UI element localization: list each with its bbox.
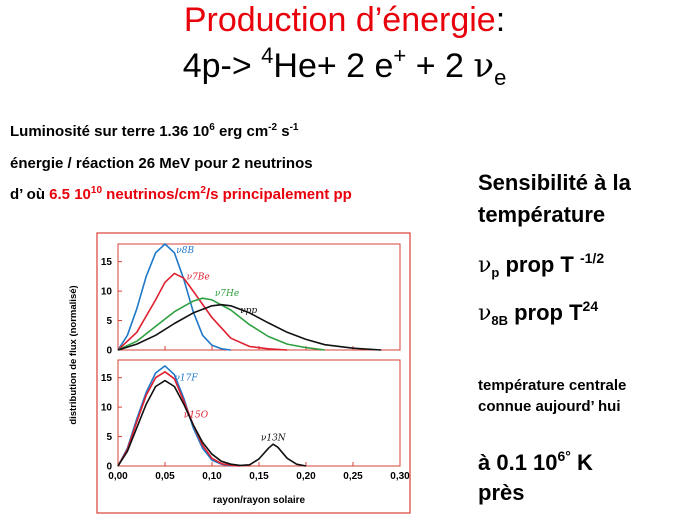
energy-line: énergie / réaction 26 MeV pour 2 neutrin…: [10, 155, 313, 172]
lum-sup-3: -1: [289, 122, 299, 133]
lum-text-c: s: [277, 123, 290, 140]
flux-unit-end: /s principalement pp: [205, 186, 352, 203]
x-axis-label: rayon/rayon solaire: [213, 495, 306, 506]
flux-sup-2: 2: [200, 185, 206, 196]
lum-sup-1: 6: [209, 122, 215, 133]
flux-line: d’ où 6.5 1010 neutrinos/cm2/s principal…: [10, 185, 352, 204]
flux-sup-1: 10: [90, 185, 103, 196]
lum-sup-2: -2: [268, 122, 278, 133]
lum-text-b: erg cm: [214, 123, 269, 140]
central-temp-line2: connue aujourd’ hui: [478, 398, 621, 415]
series-label-ν13N: ν13N: [261, 434, 287, 444]
pres-line: près: [478, 480, 525, 505]
series-label-ν8B: ν8B: [176, 246, 194, 256]
series-line-ν7Be: [117, 272, 288, 351]
nu-8b-exp: 24: [582, 298, 599, 314]
title-nu-symbol: ν: [473, 46, 495, 86]
title-he-mass: 4: [261, 43, 274, 68]
x-tick-label: 0,25: [343, 471, 363, 482]
sensitivity-line1: Sensibilité à la: [478, 170, 631, 195]
nu-p-sub: p: [491, 265, 500, 280]
series-line-ν8B: [117, 243, 231, 351]
y-tick-label: 15: [101, 373, 113, 384]
series-line-ν17F: [117, 365, 231, 467]
flux-text-a: d’ où: [10, 186, 50, 203]
sensitivity-line2: température: [478, 202, 606, 227]
temp-value-line: à 0.1 106° K: [478, 448, 593, 476]
title-reactants: 4p->: [182, 47, 262, 85]
temp-value: à 0.1 10: [478, 450, 558, 475]
x-tick-label: 0,20: [296, 471, 316, 482]
y-tick-label: 15: [101, 257, 113, 268]
series-label-ν17F: ν17F: [174, 374, 198, 384]
slide-title-line1: Production d’énergie:: [0, 0, 689, 40]
series-label-ν7He: ν7He: [215, 289, 239, 299]
y-tick-label: 5: [106, 432, 112, 443]
nu-8b-symbol: ν: [478, 301, 492, 326]
title-he-electrons: He+ 2 e: [273, 47, 394, 85]
chart-frame: [96, 232, 411, 514]
luminosity-line: Luminosité sur terre 1.36 106 erg cm-2 s…: [10, 122, 299, 141]
temp-exp: 6°: [557, 448, 571, 464]
panel-2-frame: [117, 359, 401, 467]
slide-title-line2: 4p-> 4He+ 2 e+ + 2 νe: [0, 43, 689, 90]
series-label-ν7Be: ν7Be: [187, 272, 210, 282]
nu-8b-line: ν8B prop T24: [478, 298, 599, 328]
flux-unit: neutrinos/cm: [102, 186, 201, 203]
nu-p-text: prop T: [499, 252, 580, 277]
title-plus: + 2: [406, 47, 474, 85]
title-production: Production d’énergie: [183, 1, 496, 39]
y-tick-label: 0: [106, 346, 112, 357]
x-tick-label: 0,05: [155, 471, 175, 482]
nu-p-exp: -1/2: [579, 250, 605, 266]
series-line-ν15O: [117, 371, 241, 467]
x-tick-label: 0,15: [249, 471, 269, 482]
title-positron-sign: +: [393, 43, 407, 68]
flux-value: 6.5 10: [49, 186, 91, 203]
panel-1-frame: [117, 243, 401, 351]
series-label-ν15O: ν15O: [184, 411, 209, 421]
series-line-νpp: [117, 303, 382, 351]
series-line-ν13N: [117, 379, 307, 467]
x-tick-label: 0,30: [390, 471, 410, 482]
nu-8b-text: prop T: [508, 300, 583, 325]
x-tick-label: 0,00: [108, 471, 128, 482]
title-nu-sub: e: [494, 65, 507, 90]
y-tick-label: 10: [101, 287, 113, 298]
nu-p-symbol: ν: [478, 253, 492, 278]
lum-text-a: Luminosité sur terre 1.36 10: [10, 123, 210, 140]
y-tick-label: 0: [106, 462, 112, 473]
title-colon: :: [495, 1, 506, 39]
series-line-ν7He: [117, 297, 325, 351]
series-label-νpp: νpp: [240, 306, 257, 316]
central-temp-line1: température centrale: [478, 377, 627, 394]
y-tick-label: 5: [106, 316, 112, 327]
temp-unit: K: [570, 450, 593, 475]
nu-p-line: νp prop T -1/2: [478, 250, 605, 280]
y-tick-label: 10: [101, 403, 113, 414]
x-tick-label: 0,10: [202, 471, 222, 482]
y-axis-label: distribution de flux (normalisé): [68, 285, 79, 424]
nu-8b-sub: 8B: [491, 313, 508, 328]
